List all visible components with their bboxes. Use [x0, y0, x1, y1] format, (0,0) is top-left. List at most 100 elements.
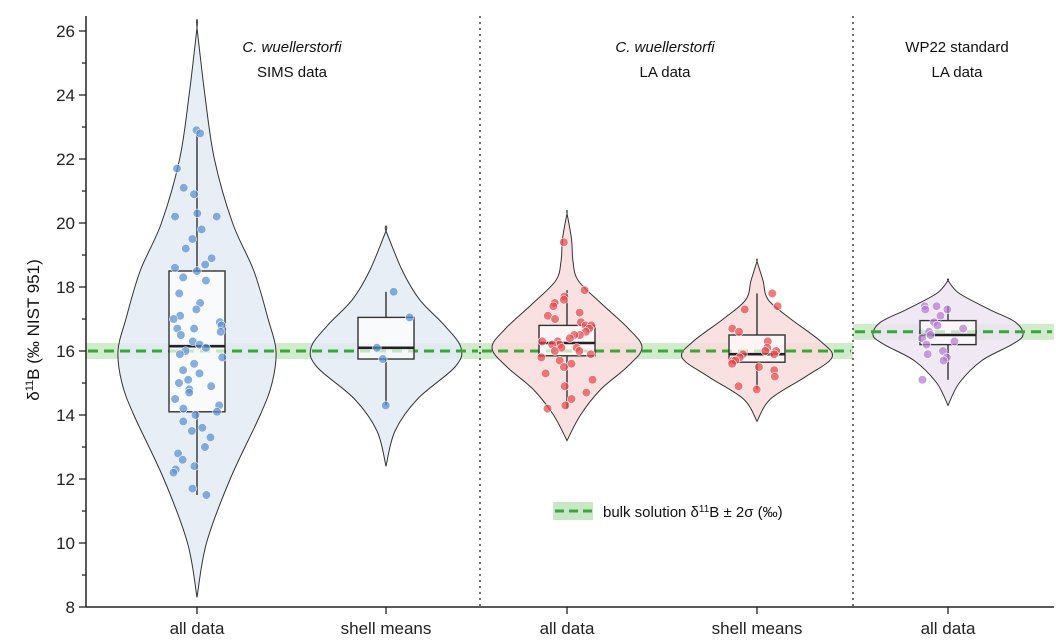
panel-title-wp22-method: LA data: [932, 64, 984, 81]
legend-label: bulk solution δ11B ± 2σ (‰): [603, 504, 783, 522]
x-tick-label: all data: [540, 619, 595, 638]
data-point: [565, 333, 575, 343]
data-point: [169, 314, 179, 324]
data-point: [559, 295, 569, 305]
y-axis-title-suffix: B (‰ NIST 951): [24, 259, 43, 380]
data-point: [559, 237, 569, 247]
legend: bulk solution δ11B ± 2σ (‰): [553, 502, 783, 521]
data-point: [923, 349, 933, 359]
data-point: [550, 346, 560, 356]
data-point: [178, 455, 188, 465]
data-point: [550, 314, 560, 324]
data-point: [178, 365, 188, 375]
data-point: [189, 461, 200, 471]
legend-label-suffix: B ± 2σ (‰): [709, 504, 782, 521]
y-tick-label: 22: [56, 150, 75, 169]
box-iqr-5: [919, 319, 977, 346]
data-point: [181, 244, 191, 254]
data-point: [189, 189, 199, 199]
data-point: [389, 287, 399, 297]
x-tick-label: shell means: [712, 619, 803, 638]
data-point: [587, 375, 598, 385]
data-point: [381, 400, 391, 411]
data-point: [173, 448, 183, 459]
x-tick-label: all data: [170, 619, 225, 638]
data-point: [575, 308, 585, 318]
data-point: [189, 324, 199, 334]
y-axis-title-prefix: δ: [24, 391, 43, 400]
data-point: [949, 336, 960, 347]
data-point: [560, 381, 570, 391]
data-point: [559, 362, 569, 372]
data-point: [536, 352, 546, 363]
data-point: [372, 343, 382, 353]
panel-title-wp22-standard: WP22 standard: [905, 39, 1008, 56]
data-point: [217, 352, 227, 363]
data-point: [727, 359, 737, 369]
data-point: [566, 394, 577, 404]
data-point: [921, 340, 932, 350]
data-point: [734, 327, 744, 337]
y-axis-title-text: δ11B (‰ NIST 951): [24, 259, 43, 401]
data-point: [542, 404, 553, 414]
data-point: [183, 375, 193, 385]
data-point: [733, 381, 744, 391]
data-point: [212, 212, 222, 222]
data-point: [378, 354, 388, 364]
y-tick-label: 14: [56, 406, 75, 425]
data-point: [917, 333, 927, 343]
data-point: [205, 432, 216, 443]
data-point: [195, 128, 205, 138]
data-point: [752, 384, 762, 395]
data-point: [555, 356, 565, 366]
axes: 8 10 12 14 16 18 20 22 24 26 all data shell means al…: [56, 16, 1054, 638]
x-tick-label: shell means: [341, 619, 432, 638]
data-point: [773, 301, 783, 311]
y-tick-label: 18: [56, 278, 75, 297]
data-point: [178, 404, 189, 414]
data-point: [935, 311, 946, 321]
data-point: [917, 375, 928, 385]
data-point: [201, 490, 212, 500]
data-point: [175, 349, 185, 359]
panel-dividers: [479, 16, 854, 607]
data-point: [170, 394, 180, 404]
data-point: [200, 442, 210, 452]
data-point: [942, 304, 952, 315]
data-point: [184, 388, 194, 398]
y-axis-title: δ11B (‰ NIST 951): [24, 259, 43, 401]
data-point: [201, 276, 211, 286]
data-point: [201, 343, 211, 353]
data-point: [770, 372, 780, 382]
data-point: [192, 208, 202, 218]
data-point: [932, 320, 942, 331]
data-point: [958, 324, 968, 334]
box-iqr-2: [357, 316, 415, 360]
data-points: [168, 125, 968, 500]
legend-label-superscript: 11: [699, 504, 710, 515]
data-point: [170, 263, 180, 273]
data-point: [174, 288, 184, 299]
legend-label-prefix: bulk solution δ: [603, 504, 699, 521]
data-point: [187, 484, 198, 494]
data-point: [206, 381, 216, 391]
data-point: [187, 234, 197, 244]
data-point: [168, 468, 179, 478]
x-tick-label: all data: [921, 619, 976, 638]
data-point: [200, 260, 210, 270]
data-point: [212, 407, 222, 417]
y-tick-label: 16: [56, 342, 75, 361]
data-point: [197, 423, 207, 433]
data-point: [769, 349, 779, 359]
panel-title-la-species: C. wuellerstorfi: [615, 39, 715, 56]
data-point: [740, 304, 750, 315]
y-tick-label: 20: [56, 214, 75, 233]
data-point: [172, 164, 182, 174]
data-point: [191, 304, 201, 315]
data-point: [170, 212, 180, 222]
data-point: [178, 416, 188, 427]
data-point: [189, 359, 199, 369]
data-point: [586, 349, 596, 359]
panel-title-sims-species: C. wuellerstorfi: [242, 39, 342, 56]
